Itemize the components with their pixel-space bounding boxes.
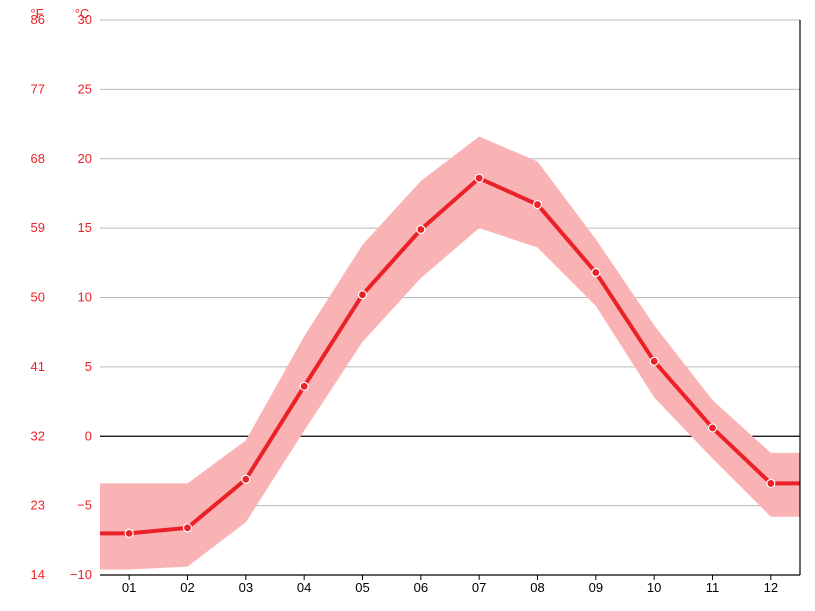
y-tick-c: −10 [70,567,92,582]
y-unit-f: °F [30,6,43,21]
x-tick-label: 06 [414,580,428,595]
chart-svg: −1014−52303254110501559206825773086°F°C0… [0,0,815,611]
data-point [184,524,192,532]
y-tick-c: 25 [78,81,92,96]
y-tick-f: 23 [31,498,45,513]
y-tick-f: 32 [31,428,45,443]
y-tick-c: 0 [85,428,92,443]
y-tick-c: 5 [85,359,92,374]
data-point [709,424,717,432]
y-tick-f: 77 [31,81,45,96]
y-tick-f: 41 [31,359,45,374]
data-point [592,269,600,277]
x-tick-label: 07 [472,580,486,595]
data-point [300,382,308,390]
data-point [359,291,367,299]
x-tick-label: 09 [589,580,603,595]
y-tick-c: 10 [78,290,92,305]
x-tick-label: 03 [239,580,253,595]
x-tick-label: 04 [297,580,311,595]
temperature-chart: −1014−52303254110501559206825773086°F°C0… [0,0,815,611]
x-tick-label: 12 [764,580,778,595]
x-tick-label: 05 [355,580,369,595]
x-tick-label: 08 [530,580,544,595]
y-tick-c: 20 [78,151,92,166]
data-point [242,475,250,483]
data-point [417,226,425,234]
data-point [767,479,775,487]
y-tick-f: 14 [31,567,45,582]
x-tick-label: 10 [647,580,661,595]
data-point [650,357,658,365]
y-unit-c: °C [75,6,90,21]
y-tick-f: 68 [31,151,45,166]
data-point [125,529,133,537]
x-tick-label: 02 [180,580,194,595]
data-point [475,174,483,182]
y-tick-f: 50 [31,290,45,305]
y-tick-f: 59 [31,220,45,235]
x-tick-label: 11 [706,580,720,595]
x-tick-label: 01 [122,580,136,595]
y-tick-c: 15 [78,220,92,235]
y-tick-c: −5 [77,498,92,513]
data-point [534,201,542,209]
